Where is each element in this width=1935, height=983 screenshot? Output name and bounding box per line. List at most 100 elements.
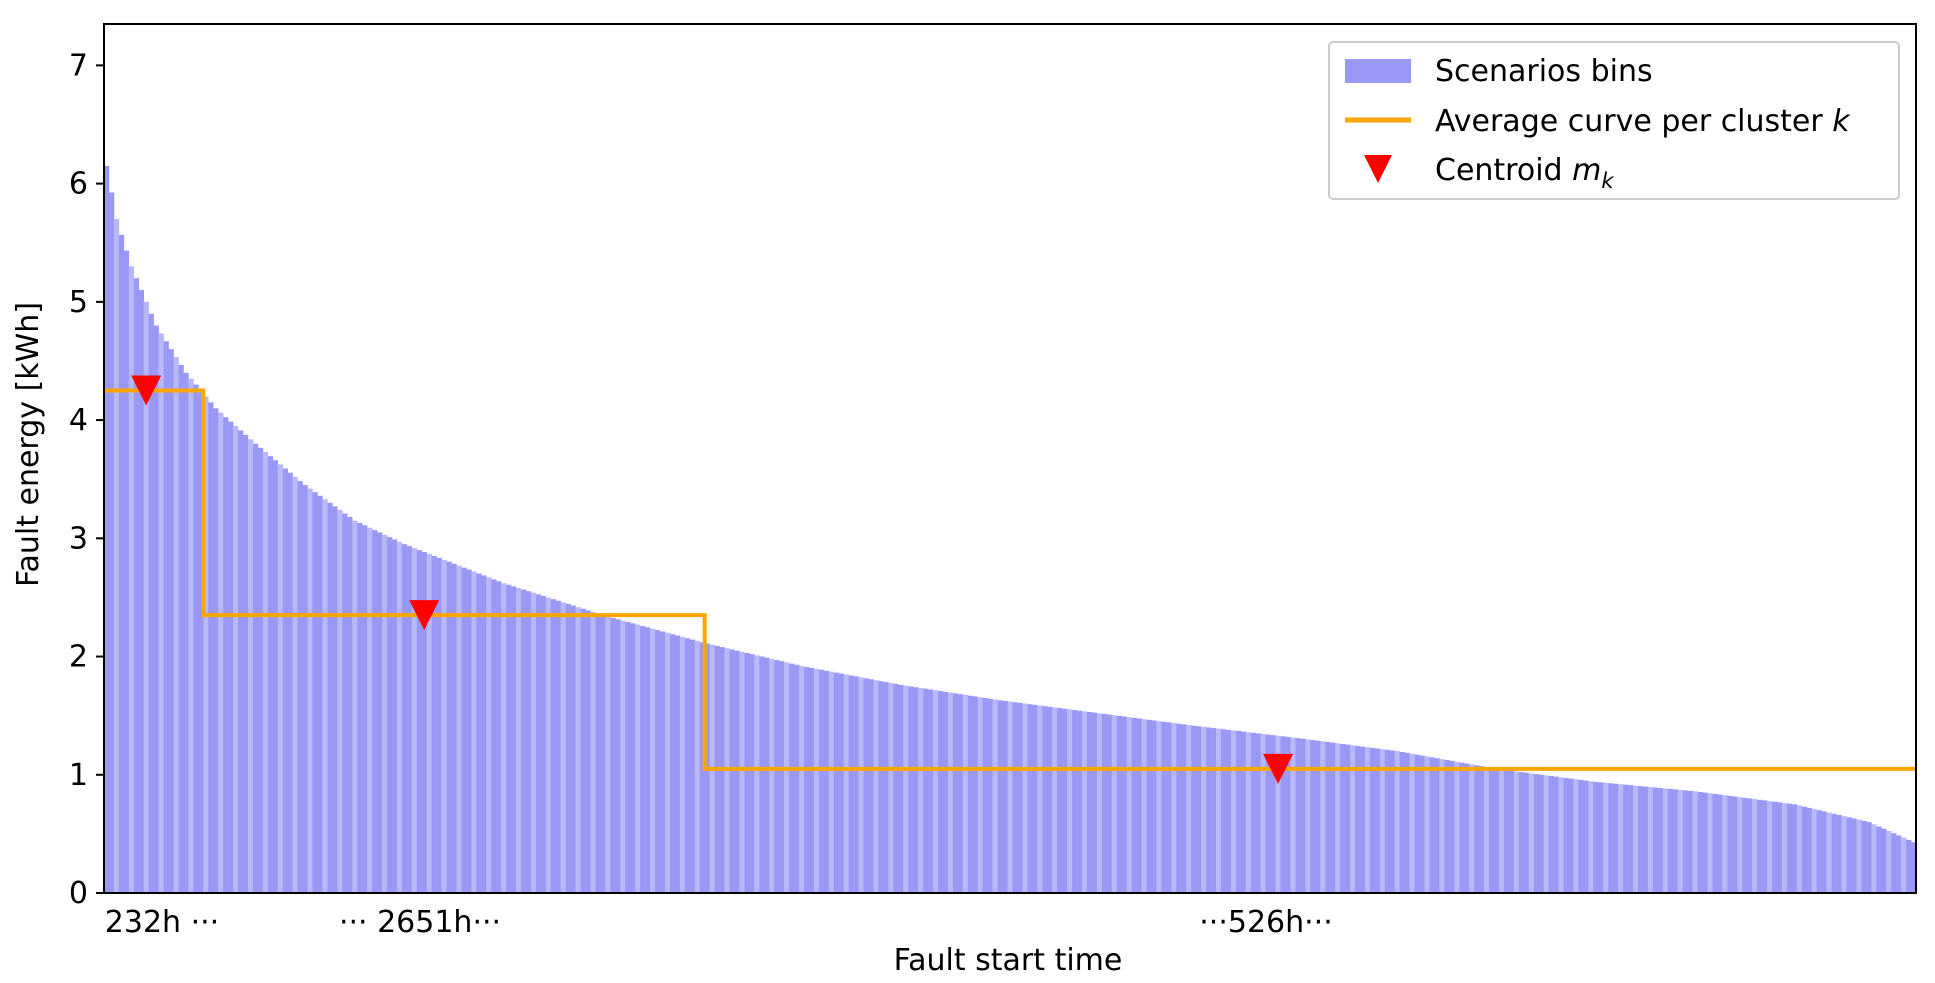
scenario-bin: [1831, 813, 1837, 893]
scenario-bin: [640, 626, 646, 893]
scenario-bin: [1528, 773, 1535, 893]
scenario-bin: [1211, 728, 1217, 893]
scenario-bin: [580, 608, 586, 893]
scenario-bin: [1404, 752, 1410, 893]
y-tick-label: 2: [69, 640, 88, 675]
scenario-bin: [1767, 801, 1773, 893]
scenario-bin: [1086, 711, 1093, 893]
scenario-bin: [585, 610, 591, 893]
scenario-bin: [1762, 800, 1768, 893]
scenario-bin: [1002, 700, 1008, 893]
scenario-bin: [818, 669, 825, 893]
scenario-bin: [1692, 791, 1698, 893]
scenario-bin: [183, 372, 189, 893]
scenario-bin: [1563, 777, 1569, 893]
scenario-bin: [903, 685, 909, 893]
scenario-bin: [347, 517, 353, 893]
scenario-bin: [1206, 727, 1212, 893]
scenario-bin: [252, 443, 259, 893]
legend-average-label-italic: k: [1832, 104, 1851, 139]
scenario-bin: [496, 581, 502, 893]
scenario-bin: [357, 522, 363, 893]
scenario-bin: [1335, 743, 1341, 893]
legend: Scenarios bins Average curve per cluster…: [1328, 41, 1900, 200]
y-tick-label: 7: [69, 48, 88, 83]
scenario-bin: [1186, 724, 1192, 893]
x-axis-title: Fault start time: [894, 943, 1123, 978]
scenario-bin: [1876, 826, 1882, 893]
scenario-bin: [575, 607, 581, 893]
scenario-bin: [947, 692, 954, 893]
y-tick-label: 0: [69, 876, 88, 911]
scenario-bin: [332, 506, 338, 893]
scenario-bin: [178, 364, 184, 893]
scenario-bin: [739, 651, 745, 893]
scenario-bin: [297, 480, 303, 893]
scenario-bin: [898, 684, 904, 893]
scenario-bin: [1047, 706, 1053, 893]
scenario-bin: [307, 488, 313, 893]
scenario-bin: [188, 378, 194, 893]
scenario-bin: [1141, 719, 1147, 893]
scenario-bin: [570, 605, 576, 893]
scenario-bin: [1702, 792, 1708, 893]
scenario-bin: [1484, 767, 1490, 893]
scenario-bin: [1583, 780, 1589, 893]
scenario-bin: [123, 250, 130, 894]
scenario-bin: [1628, 785, 1634, 893]
scenario-bin: [521, 589, 527, 893]
scenario-bin: [873, 680, 879, 893]
scenario-bin: [317, 495, 323, 893]
scenario-bin: [1727, 795, 1733, 893]
scenario-bin: [992, 699, 998, 893]
scenario-bin: [367, 527, 373, 893]
scenario-bin: [858, 677, 864, 893]
scenario-bin: [610, 617, 616, 893]
scenario-bin: [957, 694, 964, 893]
scenario-bin: [1037, 705, 1043, 893]
scenario-bin: [1111, 715, 1118, 893]
scenario-bin: [1007, 701, 1013, 893]
y-tick-label: 3: [69, 521, 88, 556]
scenario-bin: [1618, 784, 1624, 893]
scenario-bin: [1911, 842, 1917, 893]
scenario-bin: [1280, 736, 1286, 893]
scenario-bin: [1757, 799, 1763, 893]
scenario-bin: [1062, 708, 1068, 893]
scenario-bin: [813, 668, 820, 893]
scenario-bin: [1677, 789, 1683, 893]
centroid-markers: [131, 375, 1294, 784]
x-tick-label: 232h ···: [105, 905, 219, 940]
scenario-bin: [630, 623, 636, 893]
scenario-bin: [530, 592, 537, 893]
scenario-bin: [113, 219, 120, 893]
scenario-bin: [1548, 776, 1554, 893]
scenario-bin: [942, 691, 949, 893]
scenario-bin: [1325, 742, 1331, 893]
scenario-bin: [1871, 824, 1877, 893]
scenario-bin: [1106, 714, 1113, 893]
scenario-bin: [143, 301, 149, 894]
scenario-bin: [1717, 794, 1723, 893]
scenario-bin: [1503, 770, 1510, 893]
scenario-bin: [605, 616, 611, 893]
scenario-bin: [1737, 797, 1743, 893]
scenario-bin: [1598, 782, 1604, 893]
scenario-bin: [1310, 740, 1316, 893]
scenario-bin: [938, 691, 944, 893]
scenario-bin: [1633, 785, 1639, 893]
scenario-bin: [1886, 830, 1892, 893]
scenario-bin: [1513, 771, 1520, 893]
scenario-bin: [461, 567, 467, 893]
scenario-bin: [238, 430, 244, 893]
scenario-bin: [1573, 779, 1579, 893]
scenario-bin: [441, 559, 447, 893]
scenario-bin: [1454, 761, 1460, 893]
scenario-bin: [784, 662, 790, 893]
scenario-bin: [1623, 784, 1629, 893]
scenario-bin: [1652, 787, 1659, 893]
legend-centroid-label-text: Centroid: [1435, 153, 1572, 188]
scenario-bin: [1156, 721, 1162, 893]
scenario-bin: [1350, 745, 1356, 893]
scenario-bin: [218, 412, 224, 893]
